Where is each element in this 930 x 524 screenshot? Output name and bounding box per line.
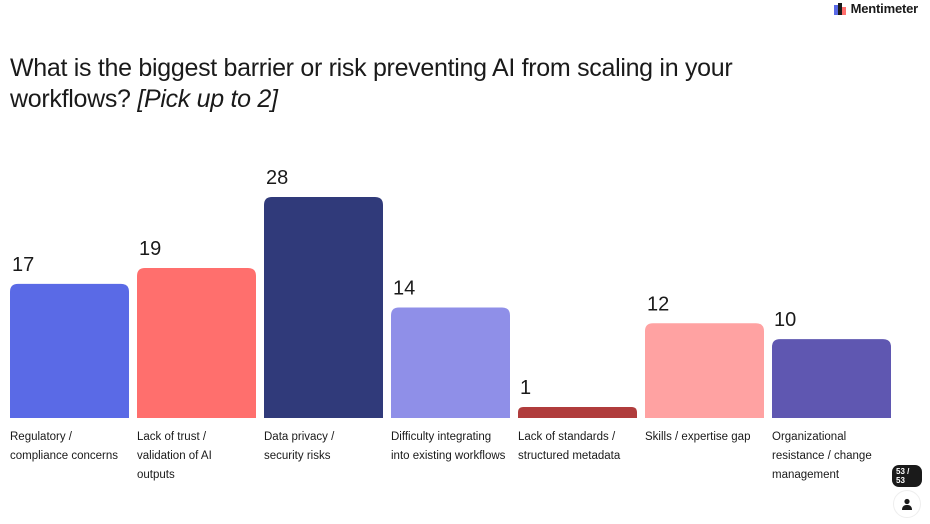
value-label-1: 19 — [139, 238, 161, 260]
value-label-3: 14 — [393, 278, 415, 300]
value-label-4: 1 — [520, 377, 531, 399]
bar-2 — [264, 197, 383, 418]
category-label-3: Difficulty integrating into existing wor… — [391, 431, 506, 462]
value-label-0: 17 — [12, 254, 34, 276]
category-label-6: Organizational resistance / change manag… — [772, 431, 872, 481]
bar-0 — [10, 283, 129, 418]
value-label-6: 10 — [774, 309, 796, 331]
category-label-1: Lack of trust / validation of AI outputs — [137, 431, 212, 481]
category-label-0: Regulatory / compliance concerns — [10, 431, 119, 462]
bar-6 — [772, 339, 891, 418]
question-text: What is the biggest barrier or risk prev… — [10, 54, 733, 113]
bar-5 — [645, 323, 764, 418]
category-label-4: Lack of standards / structured metadata — [518, 431, 621, 462]
mentimeter-logo-icon — [833, 2, 846, 15]
value-label-2: 28 — [266, 167, 288, 189]
person-icon[interactable] — [893, 490, 921, 518]
category-label-5: Skills / expertise gap — [645, 431, 751, 443]
question-title: What is the biggest barrier or risk prev… — [10, 53, 850, 115]
brand-name: Mentimeter — [850, 1, 919, 16]
bar-4 — [518, 407, 637, 418]
response-count-badge: 53 / 53 — [892, 465, 922, 487]
brand-logo: Mentimeter — [833, 1, 919, 16]
category-label-2: Data privacy / security risks — [264, 431, 335, 462]
response-counter: 53 / 53 — [892, 465, 922, 518]
question-hint: [Pick up to 2] — [137, 85, 278, 113]
bar-3 — [391, 307, 510, 418]
value-label-5: 12 — [647, 293, 669, 315]
bar-1 — [137, 268, 256, 418]
